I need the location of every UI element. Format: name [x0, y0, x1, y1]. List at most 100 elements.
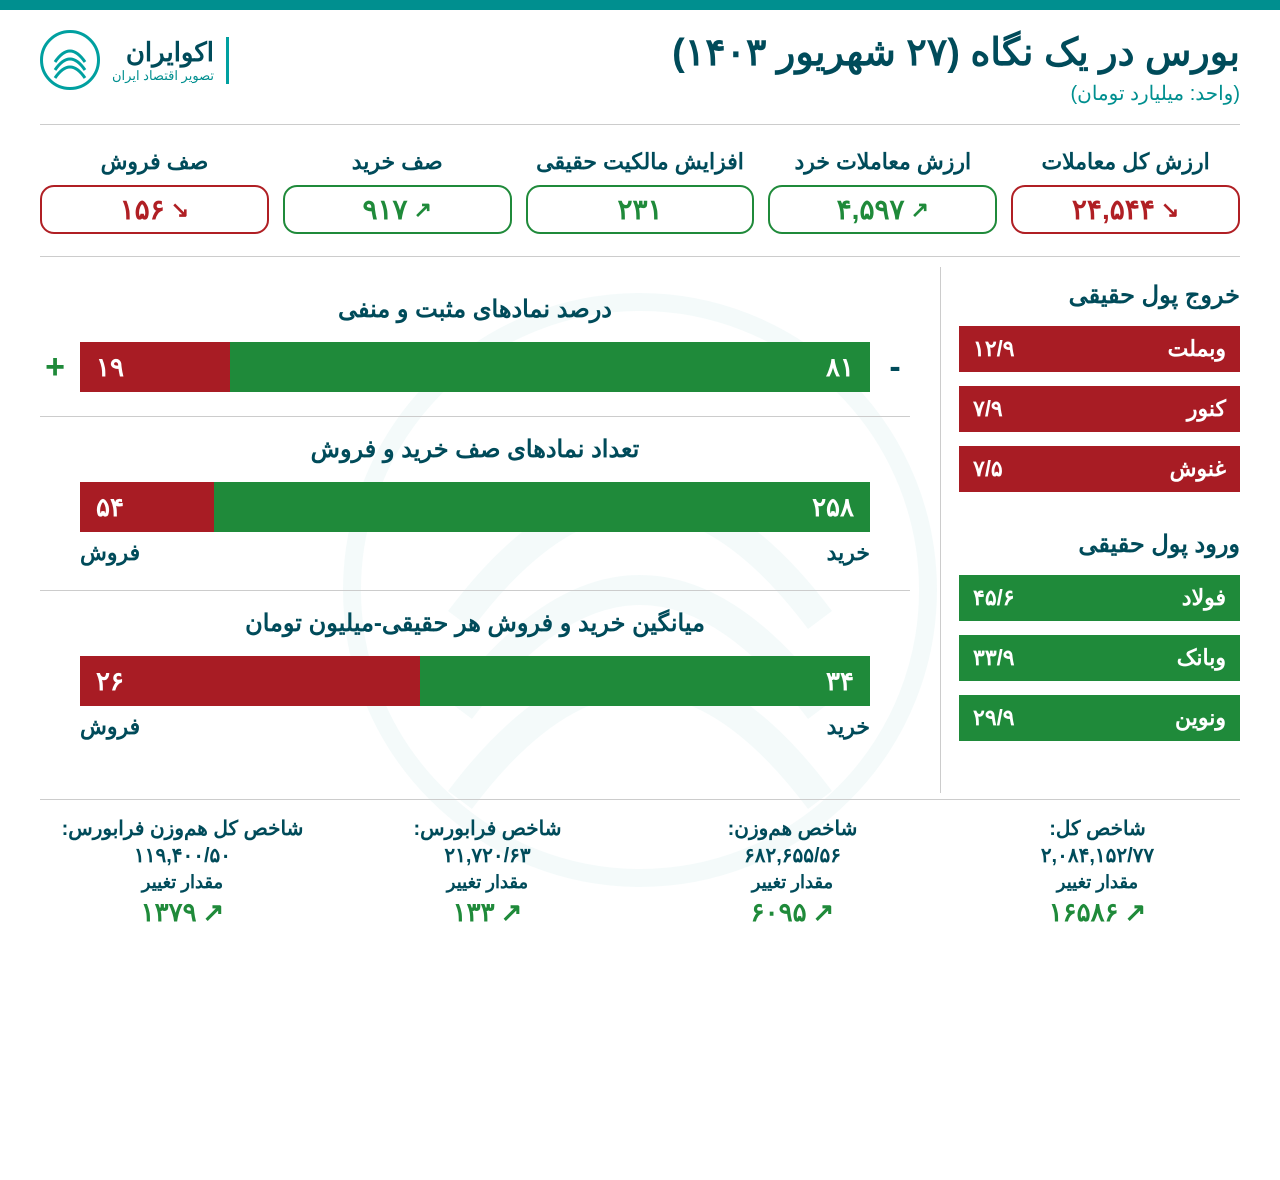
bar-axis-labels: خرید فروش: [40, 714, 910, 740]
symbol-name: وبملت: [1168, 336, 1226, 362]
symbol-value: ۴۵/۶: [973, 585, 1015, 611]
bar-neg-label: فروش: [80, 714, 140, 740]
index-label: شاخص کل:: [955, 816, 1240, 841]
trend-arrow-icon: ↗: [813, 897, 835, 928]
money-flow-item: وبانک ۳۳/۹: [959, 635, 1240, 681]
index-label: شاخص فرابورس:: [345, 816, 630, 841]
index-box: شاخص کل هم‌وزن فرابورس: ۱۱۹,۴۰۰/۵۰ مقدار…: [40, 816, 325, 928]
logo-tagline: تصویر اقتصاد ایران: [112, 68, 214, 84]
stat-value: ۱۵۶: [120, 193, 165, 226]
stat-label: صف فروش: [40, 149, 269, 175]
stat-box: صف خرید ↗ ۹۱۷: [283, 149, 512, 234]
symbol-name: وبانک: [1177, 645, 1226, 671]
index-change-label: مقدار تغییر: [955, 872, 1240, 893]
stat-value: ۹۱۷: [362, 193, 407, 226]
stat-value-pill: ۲۳۱: [526, 185, 755, 234]
trend-arrow-icon: ↘: [171, 197, 189, 223]
index-change-label: مقدار تغییر: [40, 872, 325, 893]
chart-block: میانگین خرید و فروش هر حقیقی-میلیون توما…: [40, 590, 910, 764]
inflow-title: ورود پول حقیقی: [959, 530, 1240, 559]
chart-title: درصد نمادهای مثبت و منفی: [40, 295, 910, 324]
symbol-value: ۷/۵: [973, 456, 1003, 482]
stat-value: ۲۴,۵۴۴: [1072, 193, 1155, 226]
chart-title: میانگین خرید و فروش هر حقیقی-میلیون توما…: [40, 609, 910, 638]
money-flow-item: وبملت ۱۲/۹: [959, 326, 1240, 372]
stat-label: ارزش معاملات خرد: [768, 149, 997, 175]
stat-label: افزایش مالکیت حقیقی: [526, 149, 755, 175]
stat-value-pill: ↗ ۹۱۷: [283, 185, 512, 234]
trend-arrow-icon: ↗: [501, 897, 523, 928]
bar-axis-labels: خرید فروش: [40, 540, 910, 566]
symbol-value: ۳۳/۹: [973, 645, 1015, 671]
symbol-value: ۲۹/۹: [973, 705, 1015, 731]
symbol-value: ۷/۹: [973, 396, 1003, 422]
stat-box: ارزش کل معاملات ↘ ۲۴,۵۴۴: [1011, 149, 1240, 234]
chart-title: تعداد نمادهای صف خرید و فروش: [40, 435, 910, 464]
index-label: شاخص هم‌وزن:: [650, 816, 935, 841]
money-flow-item: ونوین ۲۹/۹: [959, 695, 1240, 741]
minus-sign-icon: -: [880, 348, 910, 387]
outflow-section: خروج پول حقیقی وبملت ۱۲/۹ کنور ۷/۹ غنوش ۷/۵: [959, 281, 1240, 492]
trend-arrow-icon: ↘: [1161, 197, 1179, 223]
stat-value: ۴,۵۹۷: [837, 193, 905, 226]
trend-arrow-icon: ↗: [414, 197, 432, 223]
stat-box: صف فروش ↘ ۱۵۶: [40, 149, 269, 234]
money-flow-item: فولاد ۴۵/۶: [959, 575, 1240, 621]
index-box: شاخص هم‌وزن: ۶۸۲,۶۵۵/۵۶ مقدار تغییر ↗۶۰۹…: [650, 816, 935, 928]
symbol-value: ۱۲/۹: [973, 336, 1015, 362]
index-box: شاخص فرابورس: ۲۱,۷۲۰/۶۳ مقدار تغییر ↗۱۳۳: [345, 816, 630, 928]
stat-box: افزایش مالکیت حقیقی ۲۳۱: [526, 149, 755, 234]
money-flow-item: کنور ۷/۹: [959, 386, 1240, 432]
trend-arrow-icon: ↗: [911, 197, 929, 223]
chart-block: تعداد نمادهای صف خرید و فروش ۵۴ ۲۵۸ خرید…: [40, 416, 910, 590]
stat-value-pill: ↗ ۴,۵۹۷: [768, 185, 997, 234]
money-flow-item: غنوش ۷/۵: [959, 446, 1240, 492]
stat-value: ۲۳۱: [617, 193, 662, 226]
index-change-label: مقدار تغییر: [345, 872, 630, 893]
symbol-name: فولاد: [1182, 585, 1226, 611]
bar-neg-label: فروش: [80, 540, 140, 566]
index-box: شاخص کل: ۲,۰۸۴,۱۵۲/۷۷ مقدار تغییر ↗۱۶۵۸۶: [955, 816, 1240, 928]
stat-value-pill: ↘ ۲۴,۵۴۴: [1011, 185, 1240, 234]
index-label: شاخص کل هم‌وزن فرابورس:: [40, 816, 325, 841]
bar-positive-segment: ۳۴: [420, 656, 870, 706]
trend-arrow-icon: ↗: [203, 897, 225, 928]
index-change-value: ↗۱۶۵۸۶: [955, 897, 1240, 928]
stat-box: ارزش معاملات خرد ↗ ۴,۵۹۷: [768, 149, 997, 234]
bar-negative-segment: ۲۶: [80, 656, 420, 706]
charts-column: درصد نمادهای مثبت و منفی - ۱۹ ۸۱ + تعداد…: [40, 267, 940, 793]
header: بورس در یک نگاه (۲۷ شهریور ۱۴۰۳) (واحد: …: [40, 30, 1240, 125]
top-accent-bar: [0, 0, 1280, 10]
index-change-value: ↗۱۳۷۹: [40, 897, 325, 928]
side-column: خروج پول حقیقی وبملت ۱۲/۹ کنور ۷/۹ غنوش ۷/۵ و…: [940, 267, 1240, 793]
stacked-bar: ۲۶ ۳۴: [80, 656, 870, 706]
page-title: بورس در یک نگاه (۲۷ شهریور ۱۴۰۳): [672, 30, 1240, 75]
bar-negative-segment: ۵۴: [80, 482, 214, 532]
bar-positive-segment: ۲۵۸: [214, 482, 870, 532]
index-value: ۲۱,۷۲۰/۶۳: [345, 843, 630, 868]
outflow-title: خروج پول حقیقی: [959, 281, 1240, 310]
index-value: ۱۱۹,۴۰۰/۵۰: [40, 843, 325, 868]
bar-pos-label: خرید: [827, 714, 870, 740]
page-subtitle: (واحد: میلیارد تومان): [672, 81, 1240, 106]
stats-row: ارزش کل معاملات ↘ ۲۴,۵۴۴ ارزش معاملات خر…: [40, 149, 1240, 257]
stat-label: ارزش کل معاملات: [1011, 149, 1240, 175]
stacked-bar: ۱۹ ۸۱: [80, 342, 870, 392]
chart-block: درصد نمادهای مثبت و منفی - ۱۹ ۸۱ +: [40, 277, 910, 416]
stat-value-pill: ↘ ۱۵۶: [40, 185, 269, 234]
index-value: ۶۸۲,۶۵۵/۵۶: [650, 843, 935, 868]
symbol-name: کنور: [1187, 396, 1226, 422]
inflow-section: ورود پول حقیقی فولاد ۴۵/۶ وبانک ۳۳/۹ ونوین ۲۹…: [959, 530, 1240, 741]
index-change-value: ↗۶۰۹۵: [650, 897, 935, 928]
brand-logo: اکوایران تصویر اقتصاد ایران: [40, 30, 229, 90]
logo-name: اکوایران: [112, 37, 214, 68]
plus-sign-icon: +: [40, 348, 70, 387]
symbol-name: ونوین: [1175, 705, 1226, 731]
bar-pos-label: خرید: [827, 540, 870, 566]
stat-label: صف خرید: [283, 149, 512, 175]
index-value: ۲,۰۸۴,۱۵۲/۷۷: [955, 843, 1240, 868]
indices-footer: شاخص کل: ۲,۰۸۴,۱۵۲/۷۷ مقدار تغییر ↗۱۶۵۸۶…: [40, 799, 1240, 928]
stacked-bar: ۵۴ ۲۵۸: [80, 482, 870, 532]
bar-negative-segment: ۱۹: [80, 342, 230, 392]
symbol-name: غنوش: [1170, 456, 1226, 482]
